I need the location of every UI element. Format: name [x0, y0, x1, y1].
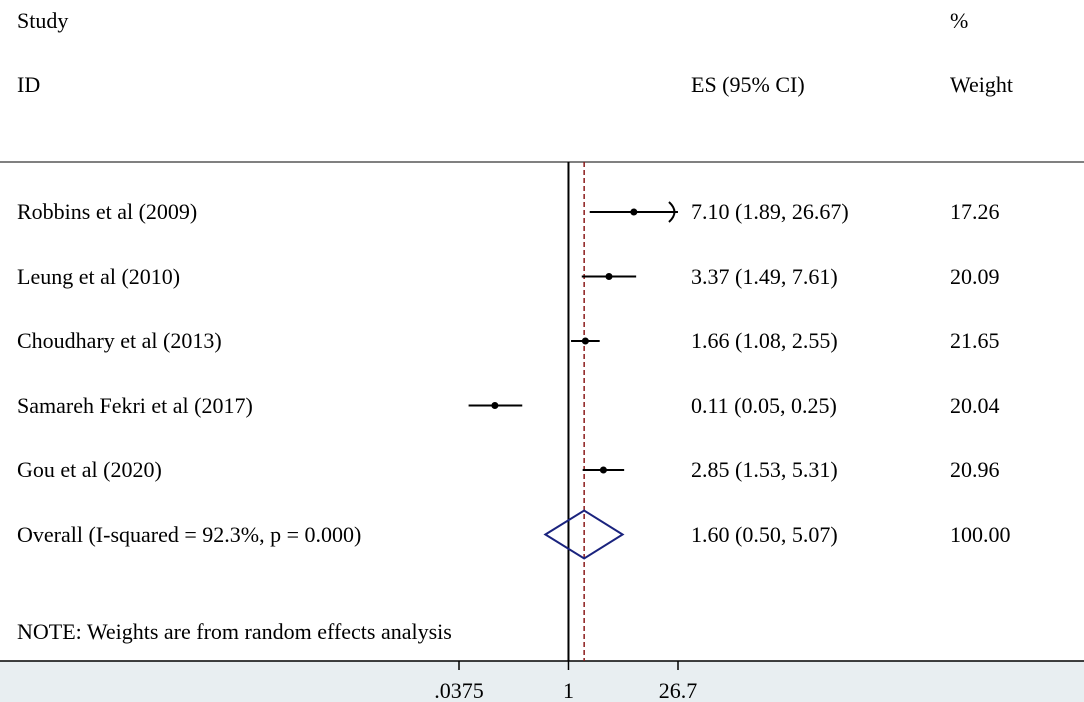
study-weight: 20.96	[950, 457, 1000, 482]
study-label: Leung et al (2010)	[17, 263, 181, 289]
study-weight: 21.65	[950, 328, 1000, 353]
overall-weight: 100.00	[950, 521, 1011, 547]
study-point	[599, 466, 607, 474]
note-text: NOTE: Weights are from random effects an…	[17, 619, 452, 644]
study-es-ci: 0.11 (0.05, 0.25)	[691, 392, 837, 418]
x-tick-label: 26.7	[659, 678, 698, 702]
x-tick-label: 1	[563, 678, 574, 702]
overall-es-ci: 1.60 (0.50, 5.07)	[691, 521, 838, 547]
study-es-ci: 7.10 (1.89, 26.67)	[691, 199, 849, 224]
study-es-ci: 2.85 (1.53, 5.31)	[691, 457, 838, 482]
study-point	[605, 273, 613, 280]
study-point	[581, 337, 589, 345]
study-label: Choudhary et al (2013)	[17, 328, 222, 353]
study-label: Robbins et al (2009)	[17, 199, 198, 224]
study-point	[630, 208, 638, 216]
ci-truncation-arrow	[668, 201, 676, 223]
header-study: Study	[17, 8, 69, 33]
axis-strip	[0, 661, 1084, 702]
study-point	[491, 402, 499, 409]
study-es-ci: 1.66 (1.08, 2.55)	[691, 328, 838, 353]
study-label: Samareh Fekri et al (2017)	[17, 392, 253, 418]
study-label: Gou et al (2020)	[17, 457, 162, 482]
study-es-ci: 3.37 (1.49, 7.61)	[691, 263, 838, 289]
overall-label: Overall (I-squared = 92.3%, p = 0.000)	[17, 521, 362, 547]
header-weight: Weight	[950, 72, 1013, 97]
study-weight: 20.09	[950, 263, 1000, 289]
overall-diamond	[543, 509, 625, 560]
study-weight: 17.26	[950, 199, 1000, 224]
x-tick-label: .0375	[434, 678, 484, 702]
header-percent: %	[950, 8, 969, 33]
header-id: ID	[17, 72, 41, 97]
study-weight: 20.04	[950, 392, 1000, 418]
header-es-ci: ES (95% CI)	[691, 72, 805, 97]
